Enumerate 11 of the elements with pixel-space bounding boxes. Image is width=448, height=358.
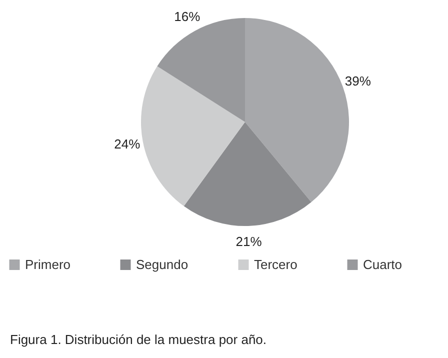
data-label: 16%	[174, 8, 201, 24]
data-label: 21%	[236, 234, 262, 249]
pie-slice	[184, 122, 312, 226]
text: Figura 1. Distribución de la muestra por año.	[10, 332, 267, 347]
data-label: 39%	[344, 73, 372, 88]
pie-slice	[141, 66, 245, 206]
legend-label: Cuarto	[363, 256, 402, 272]
data-label: 24%	[114, 136, 141, 152]
legend-label: Primero	[25, 256, 71, 272]
legend-label: Segundo	[136, 256, 188, 272]
legend-label: Tercero	[254, 256, 298, 272]
